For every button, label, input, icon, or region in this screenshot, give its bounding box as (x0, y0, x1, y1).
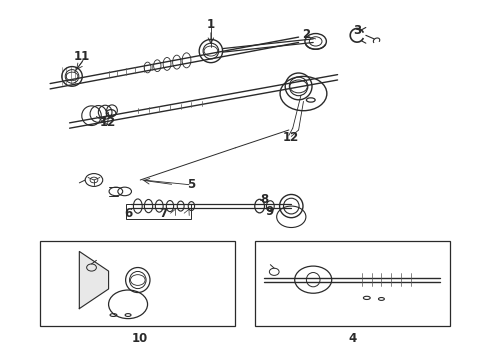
Text: 12: 12 (283, 131, 299, 144)
Text: 6: 6 (124, 207, 132, 220)
Text: 4: 4 (348, 332, 356, 345)
Bar (125, 204, 192, 219)
Text: 10: 10 (132, 332, 148, 345)
Bar (40, 241, 235, 327)
Text: 7: 7 (159, 207, 167, 220)
Text: 11: 11 (74, 50, 90, 63)
Text: 5: 5 (187, 178, 196, 191)
Text: 2: 2 (302, 28, 310, 41)
Text: 9: 9 (265, 205, 273, 218)
Bar (255, 241, 450, 327)
Text: 8: 8 (260, 193, 269, 206)
Polygon shape (79, 251, 109, 309)
Text: 1: 1 (207, 18, 215, 31)
Text: 12: 12 (99, 116, 116, 129)
Text: 3: 3 (353, 24, 361, 37)
